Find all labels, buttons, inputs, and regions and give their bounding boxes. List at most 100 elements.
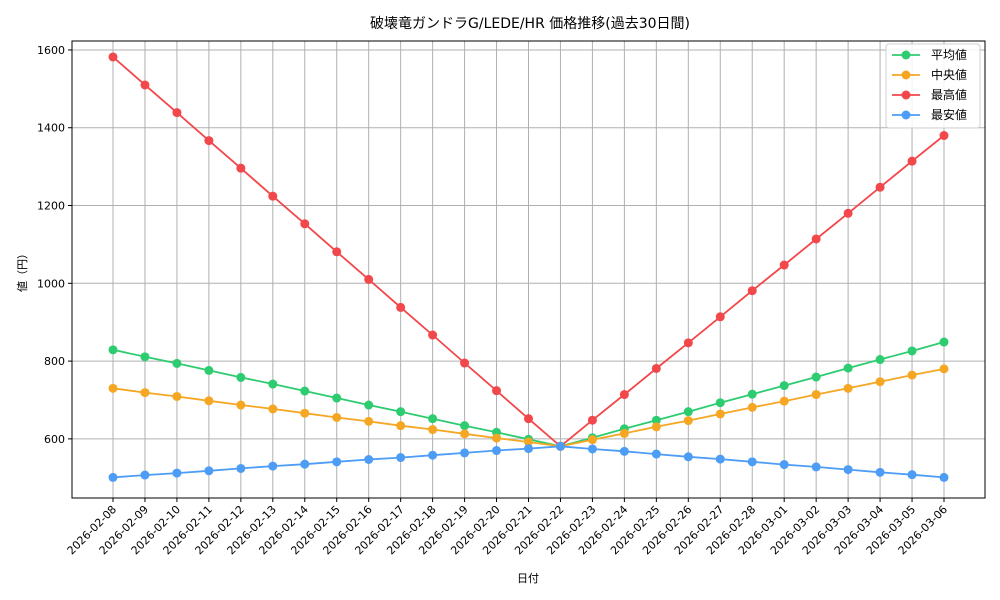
y-axis-ticks: 600 800 1000 1200 1400 1600: [37, 44, 72, 446]
data-point: [172, 468, 182, 478]
data-point: [939, 472, 949, 482]
y-tick-label: 1400: [37, 122, 65, 135]
data-point: [651, 363, 661, 373]
data-point: [651, 415, 661, 425]
data-point: [747, 402, 757, 412]
y-tick-label: 600: [44, 433, 65, 446]
legend-swatch-marker: [901, 110, 911, 120]
data-point: [332, 412, 342, 422]
data-point: [811, 462, 821, 472]
data-point: [268, 379, 278, 389]
y-tick-label: 1000: [37, 277, 65, 290]
data-point: [843, 465, 853, 475]
data-point: [555, 441, 565, 451]
data-point: [587, 444, 597, 454]
data-point: [236, 400, 246, 410]
data-point: [108, 345, 118, 355]
data-point: [939, 337, 949, 347]
data-point: [715, 312, 725, 322]
y-tick-label: 1600: [37, 44, 65, 57]
data-point: [779, 396, 789, 406]
data-point: [715, 454, 725, 464]
data-point: [300, 386, 310, 396]
data-point: [204, 466, 214, 476]
data-point: [524, 444, 533, 454]
y-tick-label: 800: [44, 355, 65, 368]
y-tick-label: 1200: [37, 200, 65, 213]
data-point: [683, 452, 693, 462]
data-point: [492, 433, 502, 443]
data-point: [300, 408, 310, 418]
data-point: [268, 404, 278, 414]
legend-label: 平均値: [931, 47, 967, 62]
data-point: [236, 163, 246, 173]
data-point: [811, 372, 821, 382]
data-point: [492, 386, 502, 396]
data-point: [236, 372, 246, 382]
data-point: [524, 414, 533, 424]
data-series: [108, 52, 949, 482]
data-point: [747, 389, 757, 399]
data-point: [204, 396, 214, 406]
data-point: [172, 358, 182, 368]
data-point: [460, 448, 470, 458]
data-point: [364, 416, 374, 426]
data-point: [364, 274, 374, 284]
data-point: [460, 421, 470, 431]
data-point: [875, 467, 885, 477]
data-point: [779, 381, 789, 391]
data-point: [939, 364, 949, 374]
data-point: [236, 463, 246, 473]
data-point: [108, 52, 118, 62]
legend-swatch-marker: [901, 90, 911, 100]
legend-label: 最安値: [931, 107, 967, 122]
data-point: [332, 457, 342, 467]
legend-item-0: 平均値: [892, 47, 967, 62]
data-point: [843, 208, 853, 218]
legend-label: 中央値: [931, 67, 967, 82]
data-point: [907, 370, 917, 380]
data-point: [747, 457, 757, 467]
data-point: [332, 393, 342, 403]
legend-item-3: 最安値: [892, 107, 967, 122]
data-point: [811, 234, 821, 244]
data-point: [811, 390, 821, 400]
data-point: [939, 131, 949, 141]
data-point: [268, 191, 278, 201]
data-point: [843, 383, 853, 393]
data-point: [140, 388, 150, 398]
data-point: [396, 421, 406, 431]
series-1: [108, 364, 949, 451]
data-point: [204, 136, 214, 146]
data-point: [300, 459, 310, 469]
data-point: [204, 365, 214, 375]
legend-item-2: 最高値: [892, 87, 967, 102]
data-point: [172, 391, 182, 401]
data-point: [907, 470, 917, 480]
data-point: [300, 219, 310, 229]
data-point: [619, 390, 629, 400]
legend-item-1: 中央値: [892, 67, 967, 82]
data-point: [140, 470, 150, 480]
chart-title: 破壊竜ガンドラG/LEDE/HR 価格推移(過去30日間): [370, 15, 690, 32]
data-point: [715, 398, 725, 408]
data-point: [460, 429, 470, 439]
data-point: [683, 416, 693, 426]
data-point: [268, 461, 278, 471]
data-point: [492, 446, 502, 456]
y-axis-label: 値（円）: [16, 248, 29, 292]
data-point: [332, 247, 342, 257]
data-point: [108, 383, 118, 393]
data-point: [779, 460, 789, 470]
data-point: [747, 286, 757, 296]
data-point: [715, 409, 725, 419]
data-point: [396, 453, 406, 463]
data-point: [524, 437, 533, 447]
data-point: [108, 472, 118, 482]
data-point: [172, 108, 182, 118]
data-point: [140, 352, 150, 362]
data-point: [587, 415, 597, 425]
data-point: [907, 156, 917, 166]
